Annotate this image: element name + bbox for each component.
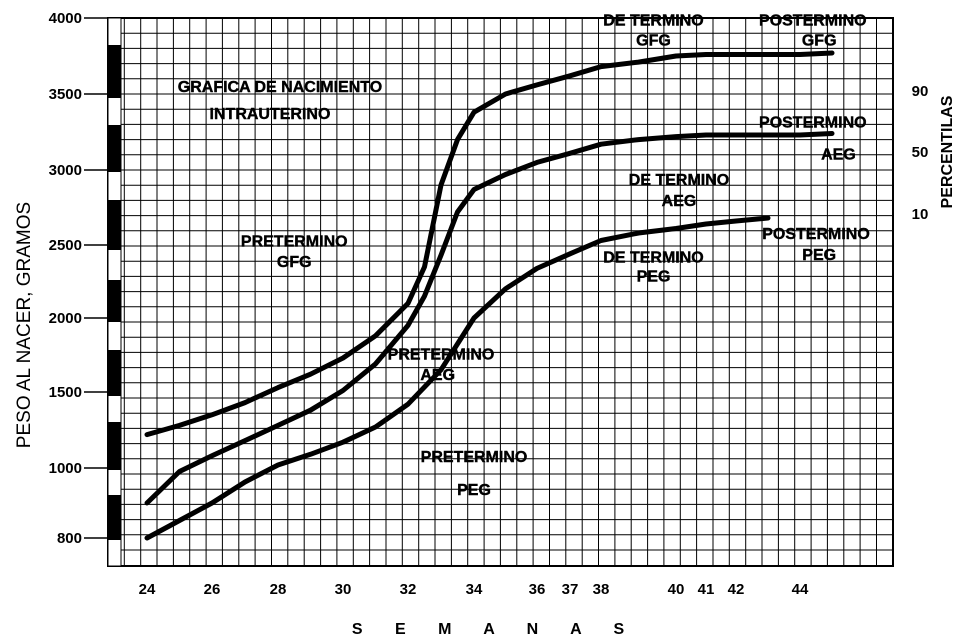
y-tick-label: 1500: [49, 384, 82, 401]
left-bar-segment: [108, 45, 121, 98]
region-label: PEG: [637, 269, 671, 286]
region-label: GFG: [277, 254, 312, 271]
region-label: DE TERMINO: [603, 250, 703, 267]
x-tick-label: 36: [529, 581, 546, 598]
y2-axis-label: PERCENTILAS: [939, 95, 956, 208]
x-tick-label: 32: [400, 581, 417, 598]
region-label: PEG: [457, 482, 491, 499]
left-bar-segment: [108, 422, 121, 470]
x-tick-label: 40: [668, 581, 685, 598]
region-label: POSTERMINO: [759, 114, 867, 131]
chart-left-bar: [107, 17, 122, 567]
percentile-label: 90: [912, 83, 929, 100]
region-label: GFG: [802, 32, 837, 49]
x-tick-label: 44: [792, 581, 809, 598]
tick-labels: 4000 3500 3000 2500 2000 1500 1000 800 24 26 28 30 3…: [49, 10, 809, 598]
left-bar-segment: [108, 350, 121, 396]
x-tick-label: 37: [562, 581, 579, 598]
y-tick-label: 3500: [49, 86, 82, 103]
left-bar-segment: [108, 280, 121, 322]
region-label: PRETERMINO: [388, 347, 495, 364]
x-tick-label: 38: [593, 581, 610, 598]
x-tick-label: 30: [335, 581, 352, 598]
y-tick-label: 3000: [49, 162, 82, 179]
x-tick-label: 28: [270, 581, 287, 598]
percentile-label: 10: [912, 206, 929, 223]
left-bar-segment: [108, 495, 121, 540]
region-label: DE TERMINO: [603, 13, 703, 30]
annotations: PRETERMINO GFG PRETERMINO AEG PRETERMINO PEG D…: [241, 12, 870, 499]
y-tick-label: 800: [57, 530, 82, 547]
region-label: POSTERMINO: [762, 226, 870, 243]
series-lines: [144, 50, 835, 541]
region-label: AEG: [662, 193, 697, 210]
region-label: PEG: [802, 247, 836, 264]
x-axis-label: S E M A N A S: [352, 621, 638, 638]
region-label: POSTERMINO: [759, 13, 867, 30]
percentile-label: 50: [912, 144, 929, 161]
y-tick-label: 4000: [49, 10, 82, 27]
chart-subtitle: INTRAUTERINO: [210, 106, 331, 123]
left-bar-segment: [108, 200, 121, 250]
x-tick-label: 34: [466, 581, 483, 598]
region-label: AEG: [821, 146, 856, 163]
titles: GRAFICA DE NACIMIENTO INTRAUTERINO PESO …: [14, 79, 956, 638]
y-tick-label: 2000: [49, 310, 82, 327]
left-bar-segment: [108, 125, 121, 172]
series-line-10: [144, 215, 771, 541]
percentile-labels: 90 50 10: [912, 83, 929, 223]
y-tick-label: 1000: [49, 460, 82, 477]
region-label: PRETERMINO: [421, 449, 528, 466]
region-label: AEG: [420, 367, 455, 384]
y-tick-label: 2500: [49, 237, 82, 254]
chart-grid: [107, 17, 894, 567]
region-label: GFG: [636, 32, 671, 49]
x-tick-label: 41: [698, 581, 715, 598]
series-line-50: [144, 131, 835, 506]
y-axis-label: PESO AL NACER, GRAMOS: [14, 202, 35, 448]
x-tick-label: 42: [728, 581, 745, 598]
region-label: DE TERMINO: [629, 172, 729, 189]
series-line-90: [144, 50, 835, 438]
chart-title: GRAFICA DE NACIMIENTO: [178, 79, 382, 96]
x-tick-label: 26: [204, 581, 221, 598]
x-tick-label: 24: [139, 581, 156, 598]
region-label: PRETERMINO: [241, 234, 348, 251]
